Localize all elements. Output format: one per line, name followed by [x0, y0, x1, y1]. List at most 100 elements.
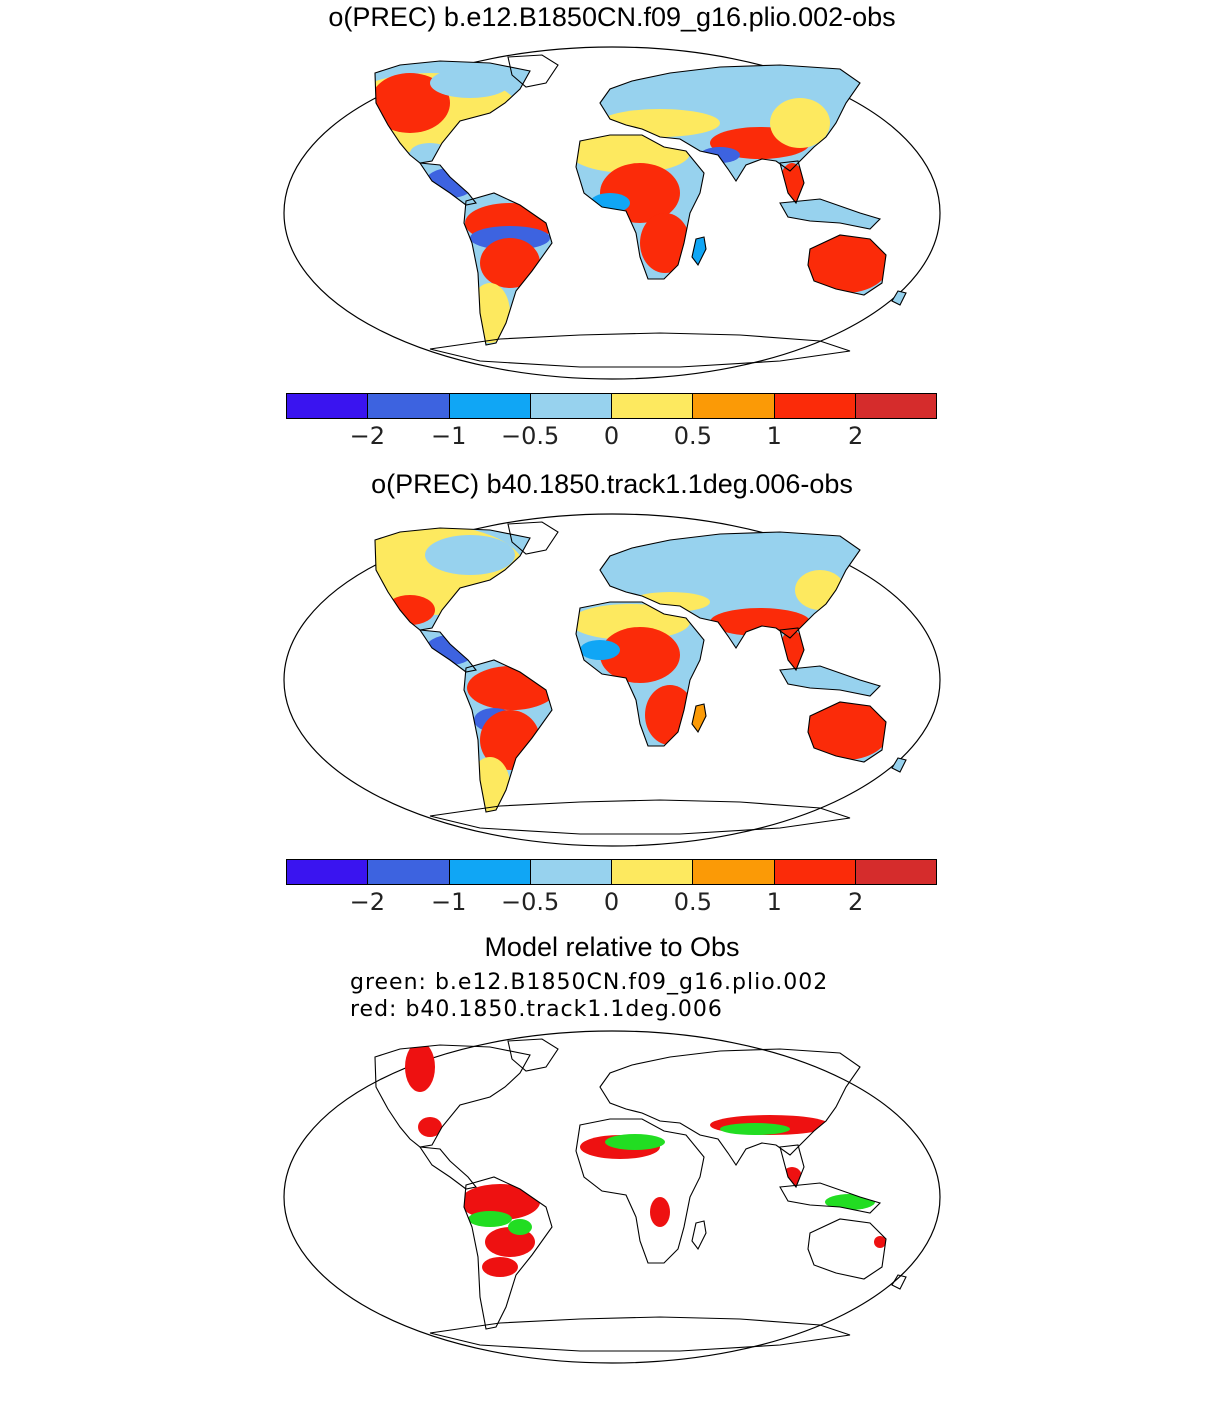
comparison-region — [874, 1236, 886, 1248]
coastline-indochina — [779, 627, 805, 672]
coastline-southAmerica — [463, 1176, 553, 1330]
colorbar-swatch — [612, 394, 694, 418]
comparison-region — [464, 1184, 540, 1220]
colorbar-tick-label: −2 — [349, 422, 386, 450]
colorbar-tick-label: 0.5 — [673, 888, 712, 916]
colorbar-swatch — [449, 860, 531, 884]
coastline-antarctica — [429, 332, 851, 368]
coastline-africa — [575, 134, 705, 280]
coastline-greenland — [507, 521, 559, 555]
coastline-northAmerica — [374, 527, 531, 631]
anomaly-region — [580, 640, 620, 660]
coastline-antarctica — [429, 1316, 851, 1352]
panel2-colorbar-ticks: −2 −1 −0.5 0 0.5 1 2 — [286, 888, 937, 916]
coastline-southAmerica — [463, 192, 553, 346]
anomaly-region — [375, 73, 450, 133]
coastline-europeAsia — [599, 64, 861, 183]
panel1-colorbar-ticks: −2 −1 −0.5 0 0.5 1 2 — [286, 422, 937, 450]
coastline-indochina — [779, 1144, 805, 1189]
coastline-madagascar — [691, 236, 707, 267]
coastline-maritime — [779, 198, 882, 230]
colorbar-swatch — [449, 394, 531, 418]
coastline-antarctica — [429, 799, 851, 835]
panel1-map — [283, 46, 941, 380]
coastline-maritime — [779, 665, 882, 697]
comparison-region — [405, 1045, 435, 1092]
colorbar-swatch — [368, 860, 450, 884]
coastline-australia — [807, 234, 887, 296]
colorbar-swatch — [287, 860, 369, 884]
colorbar-tick-label: −0.5 — [500, 888, 560, 916]
colorbar-tick-label: 0 — [603, 422, 620, 450]
land-base-newZealand — [892, 291, 906, 305]
coastline-greenland — [507, 54, 559, 88]
coastline-australia — [807, 701, 887, 763]
colorbar-swatch — [693, 860, 775, 884]
panel2-colorbar — [286, 859, 937, 885]
colorbar-tick-label: 0.5 — [673, 422, 712, 450]
anomaly-region — [640, 213, 690, 273]
coastline-madagascar — [691, 703, 707, 734]
comparison-region — [418, 1117, 442, 1137]
colorbar-tick-label: 2 — [847, 422, 864, 450]
coastline-newZealand — [891, 757, 907, 773]
colorbar-tick-label: 2 — [847, 888, 864, 916]
panel3-legend-green: green: b.e12.B1850CN.f09_g16.plio.002 — [350, 970, 829, 995]
map-boundary — [283, 1030, 941, 1364]
anomaly-region — [600, 535, 850, 595]
colorbar-swatch — [855, 394, 936, 418]
colorbar-tick-label: 1 — [766, 422, 782, 450]
coastline-australia — [807, 1218, 887, 1280]
colorbar-swatch — [774, 860, 856, 884]
coastline-newZealand — [891, 1274, 907, 1290]
colorbar-tick-label: −0.5 — [500, 422, 560, 450]
coastline-europeAsia — [599, 1048, 861, 1167]
colorbar-swatch — [774, 394, 856, 418]
anomaly-region — [808, 702, 886, 760]
colorbar-tick-label: −1 — [431, 422, 467, 450]
colorbar-swatch — [612, 860, 694, 884]
panel1-title: o(PREC) b.e12.B1850CN.f09_g16.plio.002-o… — [328, 2, 896, 32]
comparison-region — [508, 1219, 532, 1235]
colorbar-tick-label: 1 — [766, 888, 782, 916]
coastline-africa — [575, 601, 705, 747]
coastline-maritime — [779, 1182, 882, 1214]
anomaly-region — [425, 535, 515, 575]
panel3-legend-red: red: b40.1850.track1.1deg.006 — [350, 997, 723, 1022]
comparison-region — [605, 1134, 665, 1150]
coastline-centralAmerica — [418, 1146, 477, 1190]
coastline-centralAmerica — [418, 162, 477, 206]
coastline-africa — [575, 1118, 705, 1264]
colorbar-swatch — [855, 860, 936, 884]
panel3-title: Model relative to Obs — [484, 932, 740, 962]
coastline-southAmerica — [463, 659, 553, 813]
coastline-indochina — [779, 160, 805, 205]
coastline-northAmerica — [374, 1044, 531, 1148]
coastline-madagascar — [691, 1220, 707, 1251]
anomaly-region — [808, 235, 886, 293]
coastline-newZealand — [891, 290, 907, 306]
colorbar-tick-label: 0 — [603, 888, 620, 916]
comparison-region — [720, 1123, 790, 1135]
coastline-greenland — [507, 1038, 559, 1072]
colorbar-tick-label: −1 — [431, 888, 467, 916]
comparison-region — [650, 1197, 670, 1227]
panel3-map — [283, 1030, 941, 1364]
comparison-region — [468, 1211, 512, 1227]
anomaly-region — [770, 98, 830, 148]
coastline-northAmerica — [374, 60, 531, 164]
colorbar-swatch — [530, 860, 612, 884]
colorbar-swatch — [287, 394, 369, 418]
colorbar-swatch — [530, 394, 612, 418]
panel1-colorbar — [286, 393, 937, 419]
colorbar-tick-label: −2 — [349, 888, 386, 916]
colorbar-swatch — [368, 394, 450, 418]
anomaly-region — [600, 627, 680, 683]
panel2-title: o(PREC) b40.1850.track1.1deg.006-obs — [371, 469, 853, 499]
anomaly-region — [480, 238, 540, 288]
land-base-newZealand — [892, 758, 906, 772]
coastline-europeAsia — [599, 531, 861, 650]
coastline-centralAmerica — [418, 629, 477, 673]
comparison-region — [482, 1257, 518, 1277]
anomaly-region — [430, 68, 510, 98]
